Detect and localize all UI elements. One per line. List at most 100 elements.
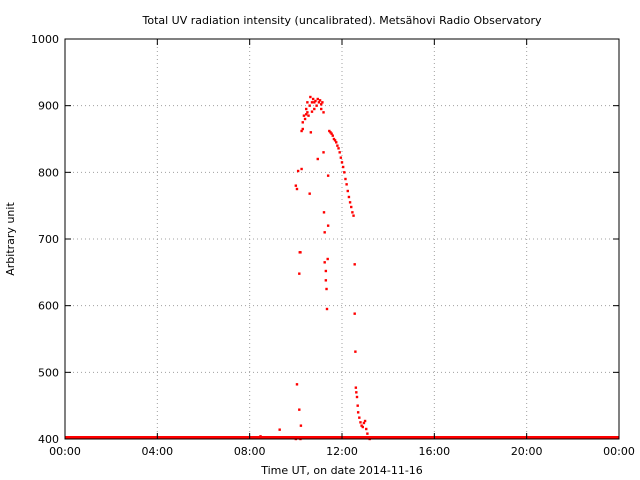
data-point <box>308 192 311 195</box>
x-tick-label: 00:00 <box>603 445 635 458</box>
data-point <box>355 395 359 399</box>
data-point <box>305 107 308 111</box>
y-tick-label: 500 <box>38 366 59 379</box>
data-point <box>317 101 321 104</box>
y-tick-label: 400 <box>38 433 59 446</box>
data-point <box>356 404 359 407</box>
data-point <box>322 211 326 214</box>
data-point <box>365 427 368 431</box>
x-axis-label: Time UT, on date 2014-11-16 <box>260 464 423 477</box>
data-point <box>367 436 370 439</box>
data-point <box>301 121 304 124</box>
data-point <box>310 110 314 113</box>
data-point <box>320 103 323 106</box>
data-point <box>313 101 316 104</box>
data-point <box>353 263 356 266</box>
data-point <box>259 435 262 438</box>
data-point <box>298 408 301 411</box>
data-point <box>309 131 313 134</box>
data-point <box>308 104 311 107</box>
data-point <box>306 111 309 114</box>
data-point <box>348 201 352 204</box>
data-point <box>354 350 357 353</box>
data-point <box>324 269 328 273</box>
data-points <box>259 95 371 441</box>
data-point <box>345 183 348 186</box>
data-point <box>362 421 366 425</box>
data-point <box>333 139 337 142</box>
data-point <box>298 272 301 275</box>
data-point <box>309 95 312 99</box>
data-point <box>320 107 323 111</box>
data-point <box>307 114 310 117</box>
data-point <box>340 161 344 164</box>
data-point <box>314 99 317 103</box>
data-point <box>316 157 319 161</box>
data-point <box>300 129 303 133</box>
data-point <box>301 127 304 131</box>
data-point <box>299 251 302 254</box>
data-point <box>337 147 340 150</box>
x-tick-label: 08:00 <box>234 445 266 458</box>
chart-title: Total UV radiation intensity (uncalibrat… <box>142 14 542 27</box>
data-point <box>310 101 314 104</box>
data-point <box>339 156 343 159</box>
data-point <box>323 261 326 264</box>
data-point <box>332 137 336 141</box>
data-point <box>299 424 303 427</box>
y-axis-label: Arbitrary unit <box>4 202 17 276</box>
data-point <box>344 177 347 181</box>
data-point <box>305 113 308 116</box>
y-tick-label: 900 <box>38 100 59 113</box>
data-point <box>303 117 307 121</box>
data-point <box>352 214 355 217</box>
data-point <box>321 101 324 104</box>
data-point <box>356 411 360 414</box>
data-point <box>336 144 339 147</box>
x-tick-label: 16:00 <box>418 445 450 458</box>
data-point <box>360 424 363 427</box>
data-point <box>326 174 330 177</box>
data-point <box>361 425 364 429</box>
data-point <box>295 383 299 386</box>
data-point <box>278 428 281 431</box>
data-point <box>302 114 306 117</box>
y-tick-label: 1000 <box>31 33 59 46</box>
data-point <box>328 129 331 133</box>
data-point <box>324 279 328 282</box>
data-point <box>354 386 358 389</box>
data-point <box>300 167 303 171</box>
data-point <box>316 97 319 101</box>
y-tick-label: 600 <box>38 300 59 313</box>
data-point <box>296 169 300 173</box>
x-tick-label: 04:00 <box>141 445 173 458</box>
grid-lines <box>65 39 619 439</box>
data-point <box>350 205 353 209</box>
data-point <box>313 107 316 111</box>
x-axis: 00:00 04:00 08:00 12:00 16:00 20:00 00:00 <box>49 39 635 458</box>
data-point <box>338 151 341 154</box>
data-point <box>341 165 345 169</box>
data-point <box>306 101 309 104</box>
data-point <box>318 99 322 102</box>
y-tick-label: 700 <box>38 233 59 246</box>
data-point <box>322 111 325 114</box>
data-point <box>359 421 362 424</box>
data-point <box>294 184 298 187</box>
data-point <box>315 104 318 107</box>
data-point <box>329 131 332 134</box>
data-point <box>325 287 328 291</box>
x-tick-label: 12:00 <box>326 445 358 458</box>
y-tick-label: 800 <box>38 166 59 179</box>
data-point <box>347 195 351 199</box>
data-point <box>311 97 315 101</box>
data-point <box>330 132 333 135</box>
data-point <box>351 211 354 214</box>
data-point <box>326 257 329 261</box>
data-point <box>295 187 299 191</box>
data-point <box>331 134 334 137</box>
data-point <box>366 432 369 435</box>
data-point <box>326 224 330 227</box>
data-point <box>363 419 367 423</box>
